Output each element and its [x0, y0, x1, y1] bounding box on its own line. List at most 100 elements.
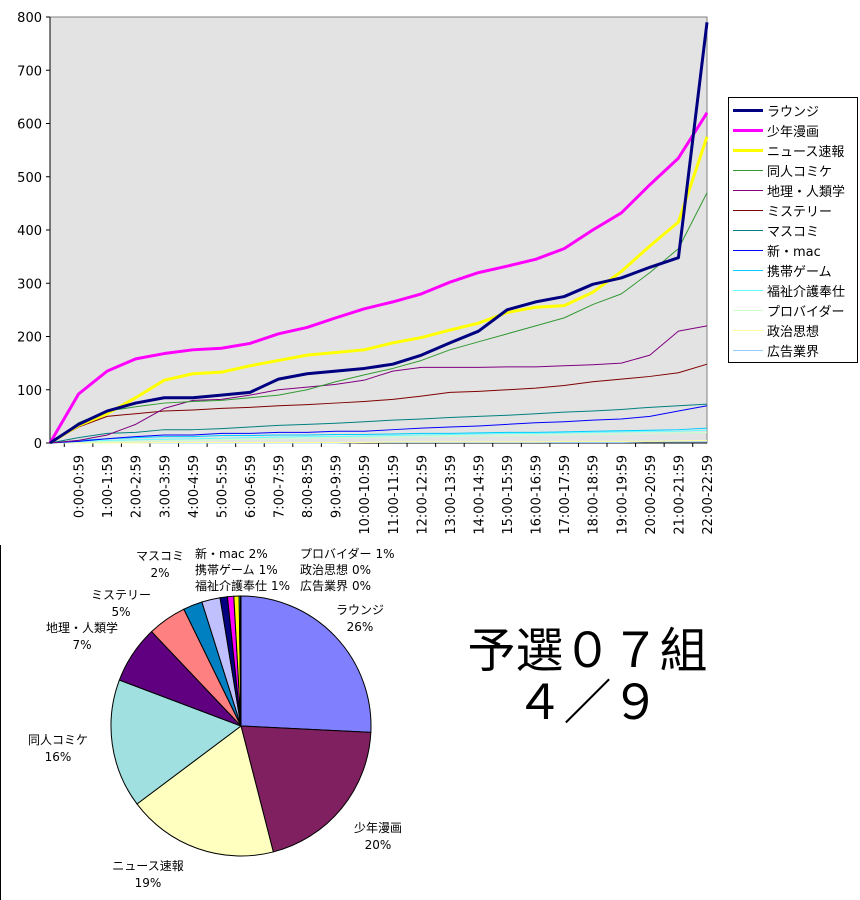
series-line [49, 405, 708, 444]
pie-label-percent: 0% [352, 563, 372, 577]
legend-swatch [733, 229, 763, 231]
pie-label: ラウンジ 26% [336, 602, 384, 636]
x-tick-label: 7:00-7:59 [273, 455, 288, 518]
series-line [49, 427, 708, 444]
x-tick-label: 14:00-14:59 [472, 455, 487, 535]
pie-label-percent: 0% [352, 579, 372, 593]
group-title: 予選０７組 [467, 623, 708, 679]
x-tick-label: 2:00-2:59 [130, 455, 145, 518]
legend-label: ラウンジ [767, 104, 820, 120]
x-tick-label: 1:00-1:59 [101, 455, 116, 518]
divider-line [0, 545, 1, 900]
pie-slice [136, 725, 274, 857]
legend-label: プロバイダー [767, 304, 845, 320]
pie-label: 地理・人類学 7% [46, 620, 118, 654]
series-line [49, 192, 708, 444]
x-tick-label: 5:00-5:59 [215, 455, 230, 518]
series-line [49, 431, 708, 444]
series-line [49, 136, 709, 445]
series-line [49, 429, 708, 444]
legend-item: 福祉介護奉仕 [733, 280, 845, 300]
line-chart: 0 100 200 300 400 500 600 700 800 0:00-0:59 1:00-1… [17, 11, 716, 535]
legend-item: ミステリー [733, 200, 832, 220]
legend-item: 同人コミケ [733, 160, 832, 180]
x-tick-label: 18:00-18:59 [587, 455, 602, 535]
y-tick-label: 600 [17, 118, 42, 133]
pie-label-percent: 20% [364, 838, 392, 852]
y-tick-label: 700 [17, 64, 42, 79]
pie-label: ニュース速報 19% [112, 858, 183, 892]
legend-swatch [733, 249, 763, 251]
x-tick-label: 22:00-22:59 [701, 455, 716, 535]
pie-label-name: 政治思想 [300, 563, 349, 577]
legend-item: 政治思想 [733, 320, 819, 340]
pie-label-name: ミステリー [90, 588, 152, 602]
legend-label: 地理・人類学 [767, 184, 846, 200]
pie-slice [239, 595, 242, 727]
y-tick-label: 200 [17, 331, 42, 346]
pie-label-percent: 16% [44, 750, 72, 764]
pie-label-name: 同人コミケ [27, 733, 89, 747]
legend-label: 政治思想 [767, 324, 820, 340]
pie-label-percent: 1% [258, 563, 278, 577]
legend-item: ニュース速報 [733, 140, 844, 160]
pie-label-name: プロバイダー [300, 547, 372, 561]
legend-item: ラウンジ [733, 100, 819, 120]
pie-label-name: 新・mac [195, 547, 245, 561]
series-line [48, 112, 709, 444]
legend-label: ニュース速報 [767, 144, 845, 160]
pie-label-percent: 7% [72, 638, 92, 652]
pie-label-name: 福祉介護奉仕 [195, 579, 268, 593]
legend-swatch [733, 309, 763, 311]
legend-item: 広告業界 [733, 340, 819, 360]
pie-label: ミステリー 5% [91, 587, 151, 621]
pie-slice [240, 725, 372, 853]
pie-label-name: 地理・人類学 [45, 621, 119, 635]
legend-swatch [733, 349, 763, 351]
y-tick-label: 800 [17, 11, 42, 26]
legend-label: 広告業界 [767, 344, 820, 360]
pie-label: マスコミ 2% [136, 548, 184, 582]
legend-item: マスコミ [733, 220, 819, 240]
x-tick-label: 6:00-6:59 [244, 455, 259, 518]
x-tick-label: 10:00-10:59 [358, 455, 373, 535]
pie-label-name: ニュース速報 [112, 859, 184, 873]
pie-label: 同人コミケ 16% [28, 732, 88, 766]
x-tick-label: 12:00-12:59 [415, 455, 430, 535]
legend-item: プロバイダー [733, 300, 844, 320]
pie-label: 携帯ゲーム 1% [195, 562, 278, 578]
legend-item: 新・mac [733, 240, 821, 260]
series-line [50, 439, 708, 444]
pie-label-name: 広告業界 [300, 579, 349, 593]
legend-swatch [733, 148, 763, 152]
legend-label: 福祉介護奉仕 [767, 284, 846, 300]
y-tick-label: 500 [17, 171, 42, 186]
pie-slice [240, 595, 372, 733]
series-line [49, 325, 708, 444]
legend-swatch [733, 329, 763, 331]
pie-label-percent: 5% [111, 605, 131, 619]
chart-legend: ラウンジ 少年漫画 ニュース速報 同人コミケ 地理・人類学 ミステリー マスコミ 新・mac 携… [728, 97, 858, 363]
legend-label: 少年漫画 [767, 124, 820, 140]
pie-label-percent: 26% [346, 620, 374, 634]
legend-item: 少年漫画 [733, 120, 819, 140]
pie-label-name: 少年漫画 [353, 821, 403, 835]
x-tick-label: 0:00-0:59 [73, 455, 88, 518]
pie-slice [110, 679, 243, 805]
x-tick-label: 20:00-20:59 [644, 455, 659, 535]
legend-swatch [733, 289, 763, 291]
pie-label-name: 携帯ゲーム [195, 563, 255, 577]
pie-label-percent: 1% [271, 579, 291, 593]
series-line [49, 403, 708, 444]
pie-label-percent: 19% [134, 876, 162, 890]
pie-label-percent: 2% [150, 566, 170, 580]
x-tick-label: 13:00-13:59 [444, 455, 459, 535]
legend-swatch [733, 189, 763, 191]
x-tick-label: 9:00-9:59 [330, 455, 345, 518]
pie-label: 少年漫画 20% [354, 820, 402, 854]
x-tick-label: 3:00-3:59 [158, 455, 173, 518]
series-line [49, 22, 709, 445]
pie-label-percent: 1% [375, 547, 395, 561]
x-tick-label: 11:00-11:59 [387, 455, 402, 535]
